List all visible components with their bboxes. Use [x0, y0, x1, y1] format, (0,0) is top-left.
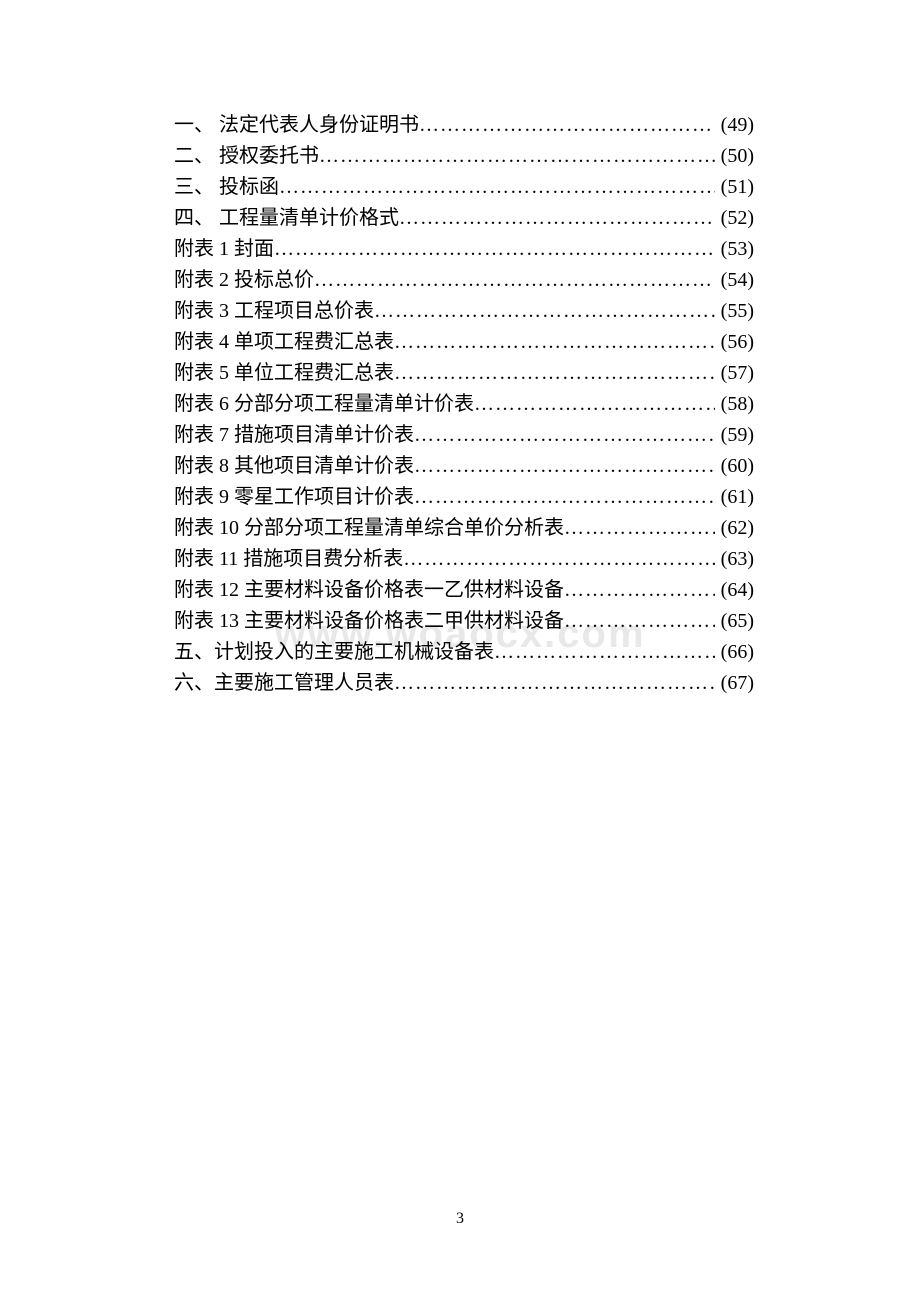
toc-entry: 一、 法定代表人身份证明书 ………………………………………………………………………: [174, 110, 754, 141]
toc-label: 附表 8 其他项目清单计价表: [174, 451, 414, 482]
toc-entry: 附表 7 措施项目清单计价表 ……………………………………………………………………: [174, 420, 754, 451]
toc-entry: 附表 3 工程项目总价表 …………………………………………………………………………: [174, 296, 754, 327]
toc-entry: 五、计划投入的主要施工机械设备表 ………………………………………………………………: [174, 637, 754, 668]
toc-dots: …………………………………………………………………………………………: [494, 637, 715, 668]
toc-label: 三、 投标函: [174, 172, 279, 203]
toc-dots: …………………………………………………………………………………………: [399, 203, 715, 234]
toc-label: 附表 1 封面: [174, 234, 274, 265]
toc-entry: 附表 6 分部分项工程量清单计价表 ……………………………………………………………: [174, 389, 754, 420]
toc-label: 附表 11 措施项目费分析表: [174, 544, 403, 575]
toc-page: (56): [715, 327, 754, 358]
toc-entry: 附表 13 主要材料设备价格表二甲供材料设备 ………………………………………………: [174, 606, 754, 637]
toc-dots: …………………………………………………………………………………………: [394, 358, 715, 389]
toc-label: 六、主要施工管理人员表: [174, 668, 394, 699]
page-number: 3: [456, 1210, 464, 1228]
toc-page: (52): [715, 203, 754, 234]
toc-label: 附表 10 分部分项工程量清单综合单价分析表: [174, 513, 564, 544]
toc-entry: 四、 工程量清单计价格式 …………………………………………………………………………: [174, 203, 754, 234]
toc-label: 一、 法定代表人身份证明书: [174, 110, 419, 141]
toc-dots: …………………………………………………………………………………………: [474, 389, 715, 420]
table-of-contents: 一、 法定代表人身份证明书 ………………………………………………………………………: [174, 110, 754, 699]
toc-label: 附表 3 工程项目总价表: [174, 296, 374, 327]
toc-label: 附表 7 措施项目清单计价表: [174, 420, 414, 451]
toc-label: 五、计划投入的主要施工机械设备表: [174, 637, 494, 668]
toc-page: (57): [715, 358, 754, 389]
toc-page: (66): [715, 637, 754, 668]
toc-dots: …………………………………………………………………………………………: [414, 420, 715, 451]
toc-dots: …………………………………………………………………………………………: [564, 606, 715, 637]
toc-label: 附表 9 零星工作项目计价表: [174, 482, 414, 513]
toc-entry: 附表 11 措施项目费分析表 ……………………………………………………………………: [174, 544, 754, 575]
toc-dots: …………………………………………………………………………………………: [414, 482, 715, 513]
toc-entry: 二、 授权委托书 ……………………………………………………………………………………: [174, 141, 754, 172]
toc-entry: 附表 10 分部分项工程量清单综合单价分析表 ………………………………………………: [174, 513, 754, 544]
toc-label: 附表 12 主要材料设备价格表一乙供材料设备: [174, 575, 564, 606]
toc-label: 附表 6 分部分项工程量清单计价表: [174, 389, 474, 420]
toc-page: (51): [715, 172, 754, 203]
toc-page: (50): [715, 141, 754, 172]
toc-page: (61): [715, 482, 754, 513]
toc-page: (53): [715, 234, 754, 265]
toc-entry: 六、主要施工管理人员表 ……………………………………………………………………………: [174, 668, 754, 699]
toc-dots: …………………………………………………………………………………………: [419, 110, 715, 141]
toc-entry: 附表 2 投标总价 …………………………………………………………………………………: [174, 265, 754, 296]
toc-page: (63): [715, 544, 754, 575]
toc-dots: …………………………………………………………………………………………: [564, 575, 715, 606]
toc-entry: 附表 5 单位工程费汇总表 ………………………………………………………………………: [174, 358, 754, 389]
toc-dots: …………………………………………………………………………………………: [274, 234, 715, 265]
toc-label: 附表 5 单位工程费汇总表: [174, 358, 394, 389]
toc-page: (59): [715, 420, 754, 451]
toc-label: 二、 授权委托书: [174, 141, 319, 172]
page-content: 一、 法定代表人身份证明书 ………………………………………………………………………: [0, 0, 920, 699]
toc-entry: 附表 4 单项工程费汇总表 ………………………………………………………………………: [174, 327, 754, 358]
toc-entry: 附表 1 封面 ………………………………………………………………………………………: [174, 234, 754, 265]
toc-label: 四、 工程量清单计价格式: [174, 203, 399, 234]
toc-label: 附表 4 单项工程费汇总表: [174, 327, 394, 358]
toc-dots: …………………………………………………………………………………………: [394, 327, 715, 358]
toc-page: (60): [715, 451, 754, 482]
toc-page: (55): [715, 296, 754, 327]
toc-dots: …………………………………………………………………………………………: [279, 172, 715, 203]
toc-entry: 附表 12 主要材料设备价格表一乙供材料设备 ………………………………………………: [174, 575, 754, 606]
toc-page: (54): [715, 265, 754, 296]
toc-page: (65): [715, 606, 754, 637]
toc-dots: …………………………………………………………………………………………: [414, 451, 715, 482]
toc-dots: …………………………………………………………………………………………: [564, 513, 715, 544]
toc-page: (58): [715, 389, 754, 420]
toc-page: (67): [715, 668, 754, 699]
toc-dots: …………………………………………………………………………………………: [403, 544, 714, 575]
toc-page: (62): [715, 513, 754, 544]
toc-dots: …………………………………………………………………………………………: [394, 668, 715, 699]
toc-label: 附表 13 主要材料设备价格表二甲供材料设备: [174, 606, 564, 637]
toc-dots: …………………………………………………………………………………………: [374, 296, 715, 327]
toc-entry: 三、 投标函 …………………………………………………………………………………………: [174, 172, 754, 203]
toc-dots: …………………………………………………………………………………………: [319, 141, 715, 172]
toc-dots: …………………………………………………………………………………………: [314, 265, 715, 296]
toc-entry: 附表 9 零星工作项目计价表 ……………………………………………………………………: [174, 482, 754, 513]
toc-entry: 附表 8 其他项目清单计价表 ……………………………………………………………………: [174, 451, 754, 482]
toc-label: 附表 2 投标总价: [174, 265, 314, 296]
toc-page: (49): [715, 110, 754, 141]
toc-page: (64): [715, 575, 754, 606]
